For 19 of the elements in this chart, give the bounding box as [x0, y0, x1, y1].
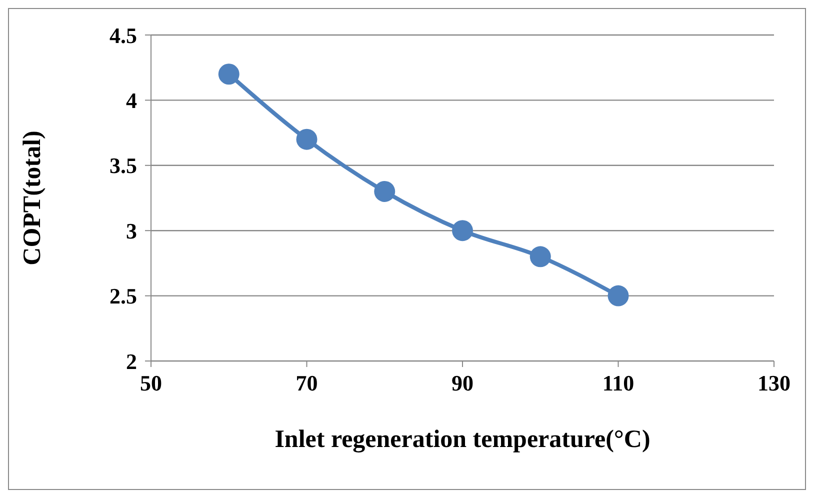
y-tick-label: 2: [126, 348, 137, 374]
y-tick-label: 2.5: [110, 284, 137, 309]
point: [374, 180, 396, 202]
x-tick-label: 110: [602, 370, 634, 396]
point: [530, 246, 551, 268]
x-axis-title: Inlet regeneration temperature(°C): [274, 426, 650, 453]
point: [452, 220, 473, 242]
x-tick-label: 70: [296, 370, 318, 396]
point: [608, 285, 629, 306]
y-tick-label: 4: [126, 88, 137, 114]
x-tick-label: 50: [140, 370, 162, 396]
y-tick-label: 4.5: [110, 22, 137, 48]
y-axis-title: COPT(total): [18, 130, 46, 266]
y-tick-label: 3.5: [110, 153, 137, 178]
y-tick-label: 3: [126, 218, 137, 244]
point: [218, 64, 240, 85]
x-tick-label: 90: [452, 370, 474, 396]
point: [296, 128, 318, 150]
x-tick-label: 130: [758, 370, 790, 396]
